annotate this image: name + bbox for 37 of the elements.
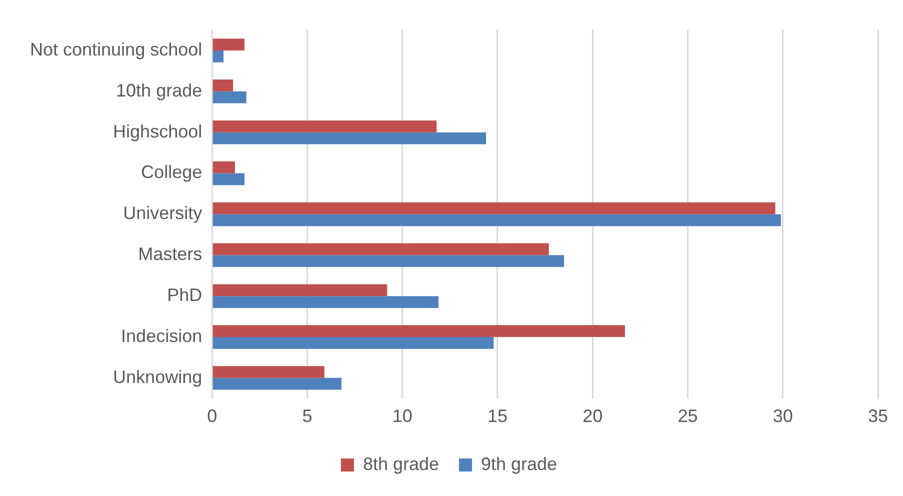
bar xyxy=(212,173,244,186)
x-tick-label: 35 xyxy=(868,406,888,426)
bar xyxy=(212,161,235,174)
bar xyxy=(212,337,494,349)
x-tick-label: 0 xyxy=(207,406,218,426)
x-tick-label: 25 xyxy=(678,406,698,426)
bar xyxy=(212,38,244,50)
bar xyxy=(212,202,776,214)
legend-label: 8th grade xyxy=(362,454,439,474)
y-tick-label: University xyxy=(123,203,202,224)
y-tick-label: College xyxy=(141,162,202,182)
x-tick-label: 5 xyxy=(302,406,312,426)
legend-label: 9th grade xyxy=(481,454,558,474)
bar xyxy=(212,255,564,268)
x-tick-label: 20 xyxy=(582,406,603,426)
bar xyxy=(212,120,437,132)
bar xyxy=(212,132,486,144)
y-tick-label: Indecision xyxy=(121,326,202,346)
bar xyxy=(212,214,781,226)
bar xyxy=(212,91,246,104)
bar xyxy=(212,378,342,390)
bar xyxy=(212,296,439,308)
bar xyxy=(212,80,234,92)
y-tick-label: Not continuing school xyxy=(30,39,202,60)
bar xyxy=(212,366,324,378)
y-tick-label: Unknowing xyxy=(113,366,202,387)
x-tick-label: 15 xyxy=(487,406,508,426)
bar xyxy=(212,243,549,256)
y-tick-label: 10th grade xyxy=(116,80,202,100)
x-tick-label: 10 xyxy=(392,406,412,426)
y-tick-label: PhD xyxy=(167,285,202,306)
y-tick-label: Highschool xyxy=(113,121,202,142)
bar xyxy=(212,50,224,62)
x-tick-label: 30 xyxy=(772,406,793,426)
bar xyxy=(212,284,388,296)
y-tick-label: Masters xyxy=(138,244,202,264)
bar xyxy=(212,325,625,337)
